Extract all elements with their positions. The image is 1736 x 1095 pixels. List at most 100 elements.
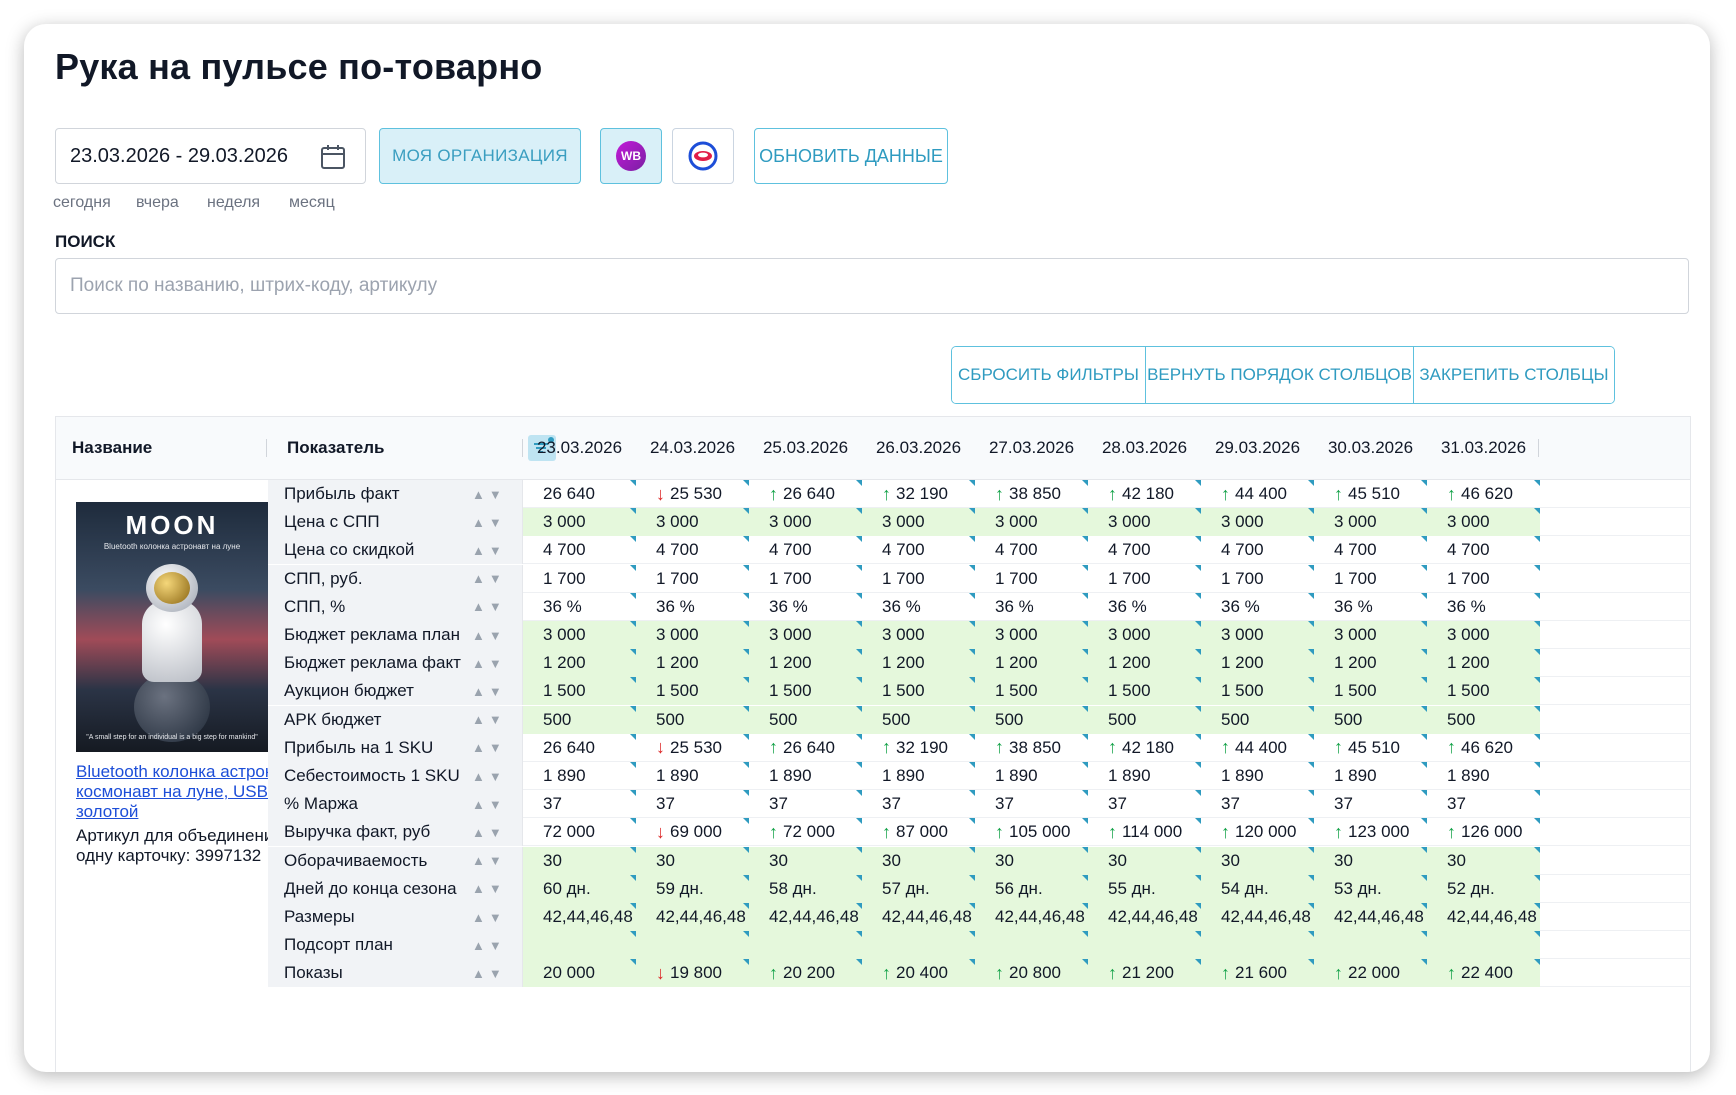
my-organization-button[interactable]: МОЯ ОРГАНИЗАЦИЯ	[379, 128, 581, 184]
value-cell[interactable]: ↑ 120 000	[1201, 818, 1314, 846]
product-name-line[interactable]: космонавт на луне, USB,	[76, 782, 268, 801]
row-sort-arrows-icon[interactable]: ▲▼	[472, 937, 506, 953]
value-cell[interactable]: ↑ 72 000	[749, 818, 862, 846]
row-sort-arrows-icon[interactable]: ▲▼	[472, 909, 506, 925]
value-cell[interactable]: 4 700	[1427, 536, 1540, 564]
value-cell[interactable]	[1427, 931, 1540, 960]
value-cell[interactable]: 1 700	[523, 564, 636, 593]
value-cell[interactable]: 1 890	[862, 762, 975, 790]
value-cell[interactable]: 1 200	[1427, 649, 1540, 678]
value-cell[interactable]: 1 700	[1201, 564, 1314, 593]
column-header-date[interactable]: 29.03.2026	[1214, 438, 1301, 457]
column-header-date[interactable]: 30.03.2026	[1327, 438, 1414, 457]
search-input[interactable]	[55, 258, 1689, 314]
value-cell[interactable]: 1 700	[1314, 564, 1427, 593]
value-cell[interactable]: 4 700	[523, 536, 636, 564]
value-cell[interactable]: 52 дн.	[1427, 874, 1540, 903]
value-cell[interactable]: 3 000	[1314, 508, 1427, 537]
value-cell[interactable]: ↑ 45 510	[1314, 480, 1427, 508]
value-cell[interactable]: 4 700	[1088, 536, 1201, 564]
value-cell[interactable]: 30	[1201, 846, 1314, 875]
value-cell[interactable]	[1201, 931, 1314, 960]
value-cell[interactable]: ↑ 32 190	[862, 733, 975, 762]
value-cell[interactable]: 59 дн.	[636, 874, 749, 903]
row-sort-arrows-icon[interactable]: ▲▼	[472, 542, 506, 558]
value-cell[interactable]: 500	[1427, 705, 1540, 734]
value-cell[interactable]: 26 640	[523, 733, 636, 762]
row-sort-arrows-icon[interactable]: ▲▼	[472, 881, 506, 897]
value-cell[interactable]: 3 000	[1427, 508, 1540, 537]
column-header-date[interactable]: 27.03.2026	[988, 438, 1075, 457]
value-cell[interactable]: 500	[636, 705, 749, 734]
value-cell[interactable]: 42,44,46,48	[975, 903, 1088, 931]
column-header-date[interactable]: 26.03.2026	[875, 438, 962, 457]
value-cell[interactable]: 1 890	[1201, 762, 1314, 790]
value-cell[interactable]: 500	[1201, 705, 1314, 734]
value-cell[interactable]	[862, 931, 975, 960]
value-cell[interactable]: 500	[862, 705, 975, 734]
value-cell[interactable]: 4 700	[1201, 536, 1314, 564]
value-cell[interactable]	[975, 931, 1088, 960]
value-cell[interactable]: 1 890	[523, 762, 636, 790]
column-header-metric[interactable]: Показатель	[287, 438, 385, 457]
value-cell[interactable]: 42,44,46,48	[636, 903, 749, 931]
value-cell[interactable]: 1 500	[749, 677, 862, 706]
value-cell[interactable]: 37	[1314, 790, 1427, 818]
value-cell[interactable]: 1 500	[1427, 677, 1540, 706]
value-cell[interactable]: ↑ 105 000	[975, 818, 1088, 846]
row-sort-arrows-icon[interactable]: ▲▼	[472, 599, 506, 615]
calendar-icon[interactable]	[319, 143, 347, 171]
date-range-picker[interactable]: 23.03.2026 - 29.03.2026	[55, 128, 366, 184]
value-cell[interactable]: 30	[749, 846, 862, 875]
value-cell[interactable]: 4 700	[1314, 536, 1427, 564]
value-cell[interactable]: 37	[1088, 790, 1201, 818]
column-header-date[interactable]: 25.03.2026	[762, 438, 849, 457]
value-cell[interactable]: 42,44,46,48	[1427, 903, 1540, 931]
value-cell[interactable]: 42,44,46,48	[749, 903, 862, 931]
value-cell[interactable]: 42,44,46,48	[1088, 903, 1201, 931]
value-cell[interactable]: 42,44,46,48	[862, 903, 975, 931]
value-cell[interactable]: 36 %	[1201, 592, 1314, 621]
value-cell[interactable]: 1 890	[975, 762, 1088, 790]
product-image[interactable]: MOON Bluetooth колонка астронавт на луне…	[76, 502, 268, 752]
value-cell[interactable]: 500	[523, 705, 636, 734]
value-cell[interactable]: ↑ 44 400	[1201, 480, 1314, 508]
pin-columns-button[interactable]: ЗАКРЕПИТЬ СТОЛБЦЫ	[1414, 347, 1614, 403]
product-name-link[interactable]: Bluetooth колонка астронавт на космонавт…	[76, 762, 268, 822]
column-divider[interactable]	[522, 439, 523, 457]
column-divider[interactable]	[266, 439, 267, 457]
value-cell[interactable]: 30	[1314, 846, 1427, 875]
value-cell[interactable]: 500	[1314, 705, 1427, 734]
value-cell[interactable]: 37	[862, 790, 975, 818]
restore-columns-button[interactable]: ВЕРНУТЬ ПОРЯДОК СТОЛБЦОВ	[1146, 347, 1414, 403]
value-cell[interactable]: 1 500	[975, 677, 1088, 706]
value-cell[interactable]: 3 000	[636, 621, 749, 649]
value-cell[interactable]: 1 700	[636, 564, 749, 593]
value-cell[interactable]: 1 500	[1314, 677, 1427, 706]
value-cell[interactable]: 1 700	[975, 564, 1088, 593]
value-cell[interactable]: 4 700	[749, 536, 862, 564]
value-cell[interactable]: 1 500	[1088, 677, 1201, 706]
value-cell[interactable]: 42,44,46,48	[523, 903, 636, 931]
value-cell[interactable]: 36 %	[523, 592, 636, 621]
value-cell[interactable]: 30	[1088, 846, 1201, 875]
value-cell[interactable]: 4 700	[636, 536, 749, 564]
row-sort-arrows-icon[interactable]: ▲▼	[472, 655, 506, 671]
value-cell[interactable]: 1 700	[862, 564, 975, 593]
value-cell[interactable]: ↓ 19 800	[636, 959, 749, 988]
value-cell[interactable]: 3 000	[1088, 621, 1201, 649]
value-cell[interactable]: 55 дн.	[1088, 874, 1201, 903]
value-cell[interactable]: 1 200	[1088, 649, 1201, 678]
value-cell[interactable]: ↑ 26 640	[749, 480, 862, 508]
value-cell[interactable]: ↑ 21 200	[1088, 959, 1201, 988]
ozon-button[interactable]	[672, 128, 734, 184]
column-header-date[interactable]: 28.03.2026	[1101, 438, 1188, 457]
value-cell[interactable]: ↑ 42 180	[1088, 480, 1201, 508]
value-cell[interactable]: 57 дн.	[862, 874, 975, 903]
value-cell[interactable]: 20 000	[523, 959, 636, 988]
value-cell[interactable]: 26 640	[523, 480, 636, 508]
column-header-date[interactable]: 31.03.2026	[1440, 438, 1527, 457]
value-cell[interactable]	[523, 931, 636, 960]
row-sort-arrows-icon[interactable]: ▲▼	[472, 740, 506, 756]
value-cell[interactable]: 30	[523, 846, 636, 875]
